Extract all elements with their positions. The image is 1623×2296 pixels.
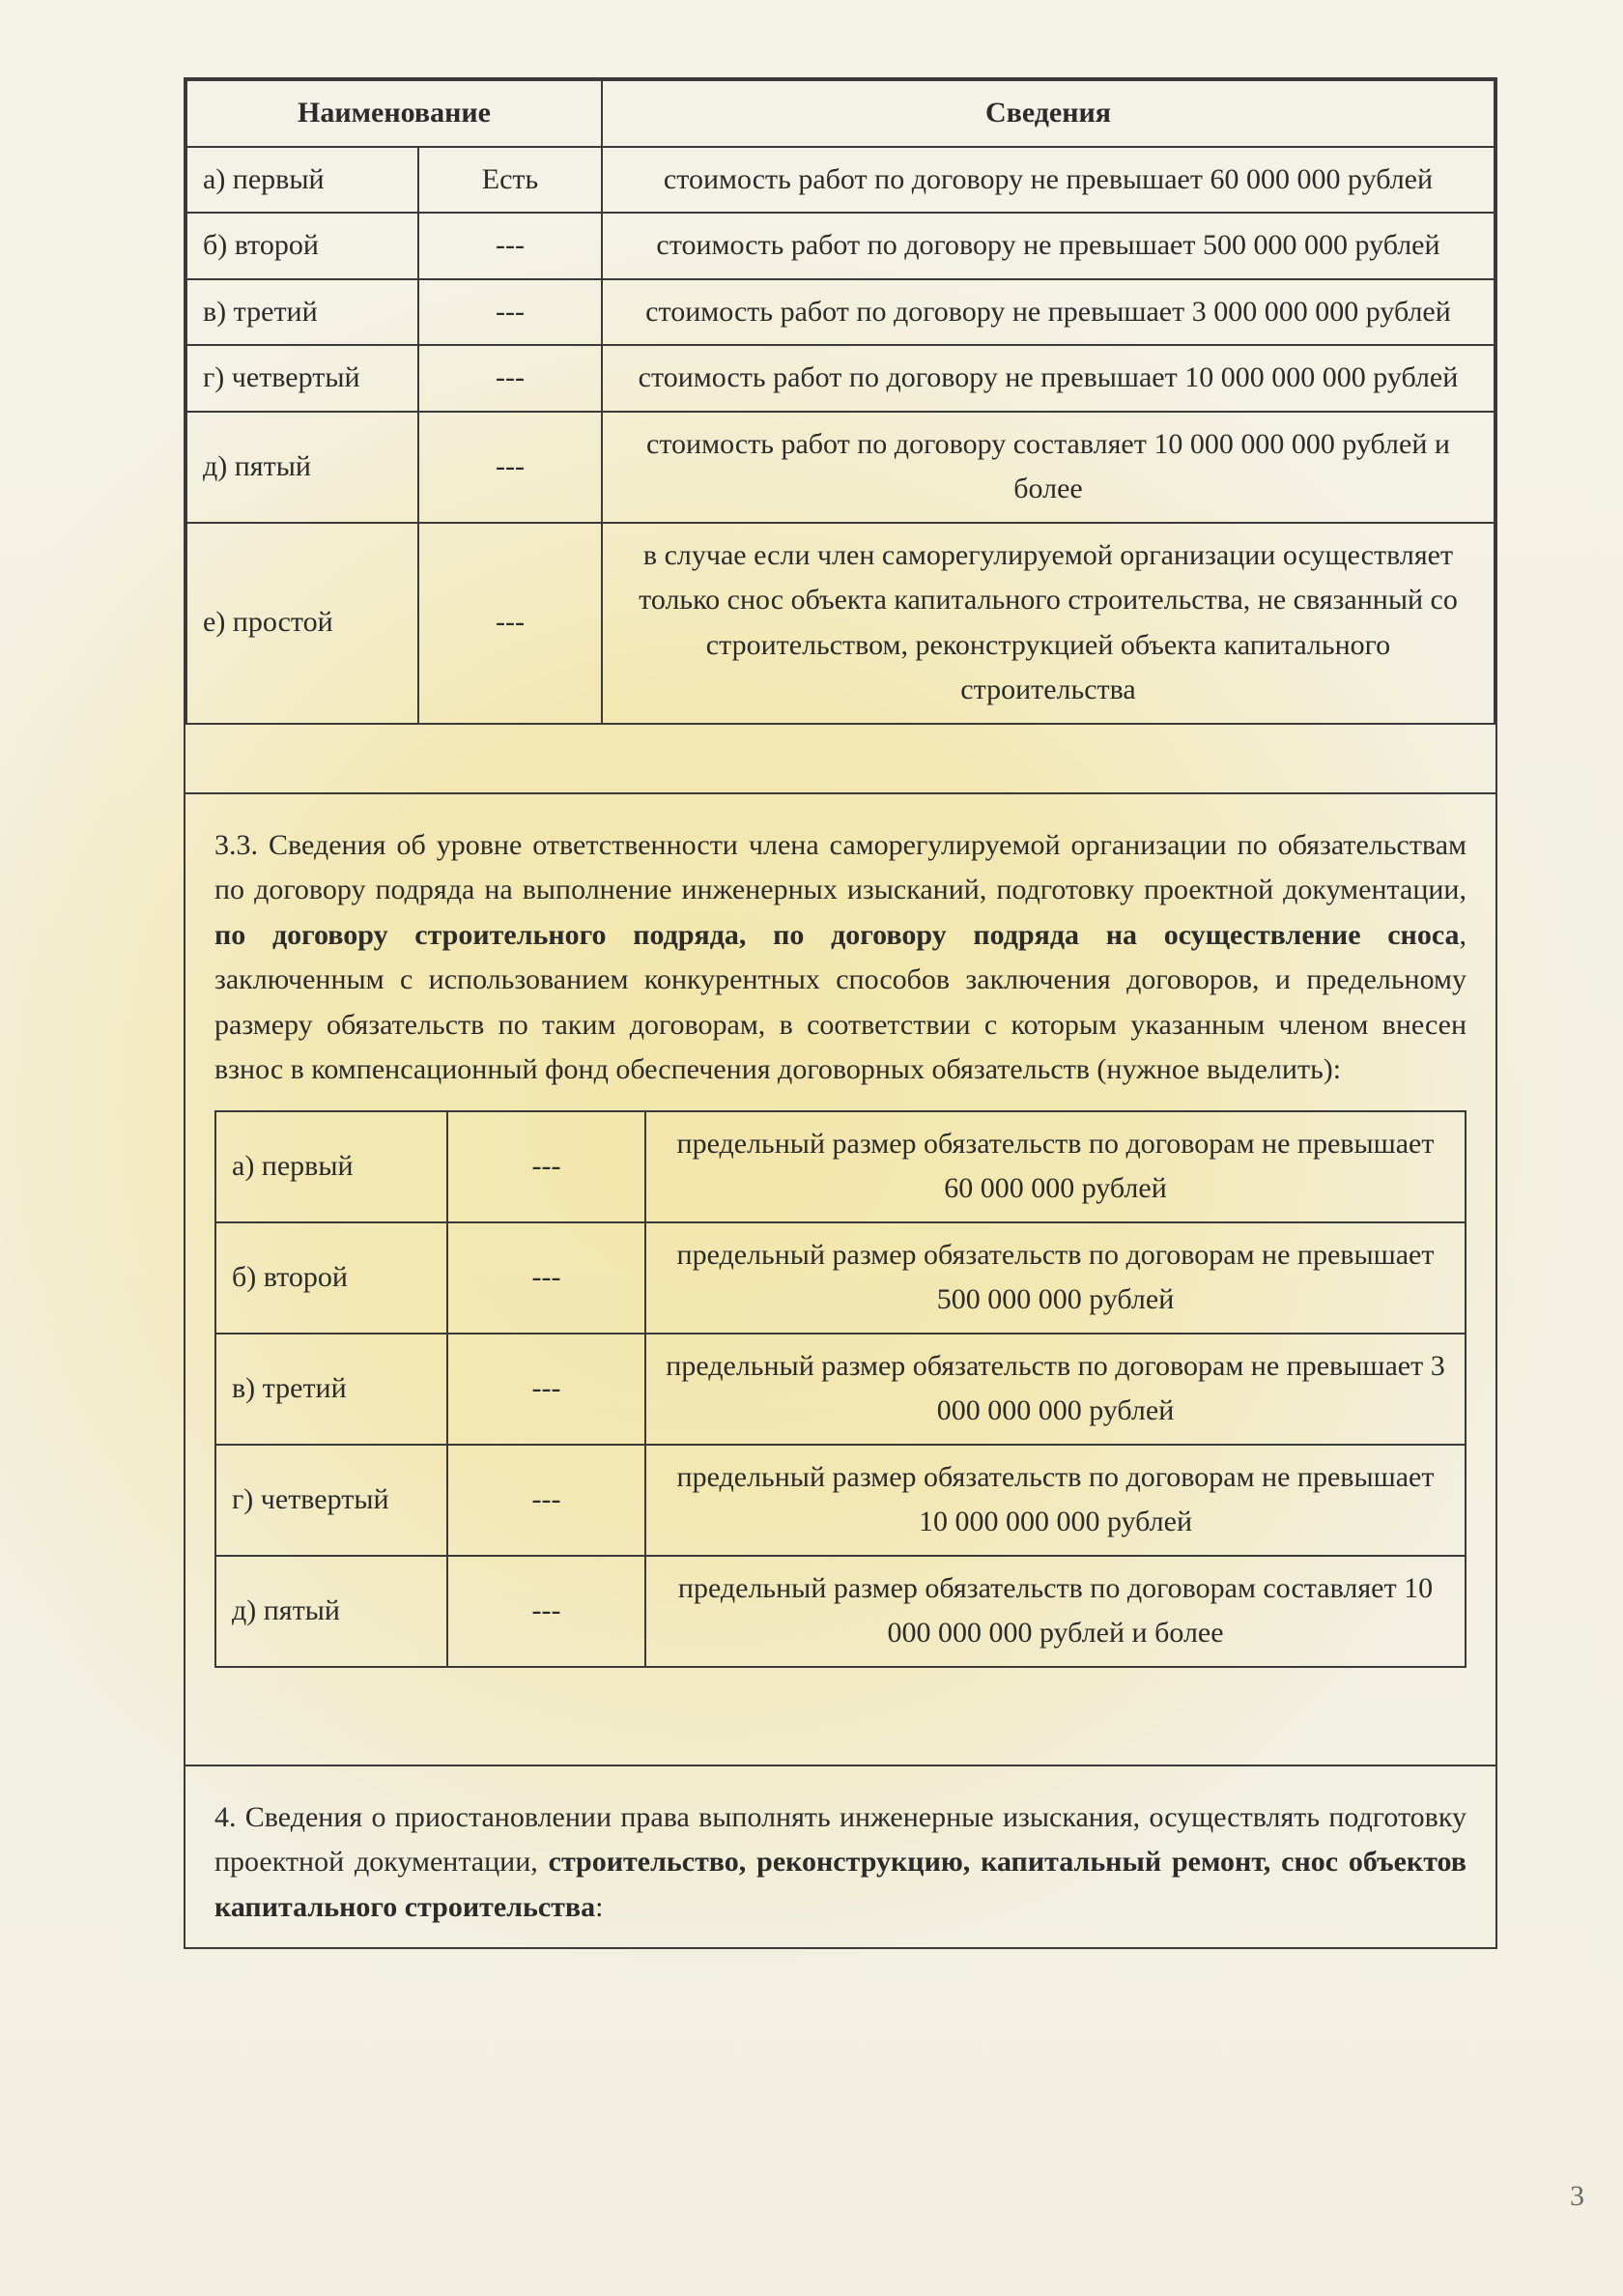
level-description: стоимость работ по договору не превышает… <box>602 279 1495 346</box>
text-run: : <box>595 1891 603 1923</box>
level-description: предельный размер обязательств по догово… <box>645 1334 1466 1445</box>
page: Наименование Сведения а) первыйЕстьстоим… <box>0 0 1623 2296</box>
table-levels-2: а) первый---предельный размер обязательс… <box>214 1110 1466 1668</box>
header-info: Сведения <box>602 80 1495 147</box>
document-body: Наименование Сведения а) первыйЕстьстоим… <box>184 77 1497 1949</box>
table-row: д) пятый---предельный размер обязательст… <box>215 1556 1466 1667</box>
level-status: Есть <box>418 147 602 214</box>
level-status: --- <box>418 345 602 412</box>
level-label: е) простой <box>186 523 418 724</box>
table-row: г) четвертый---предельный размер обязате… <box>215 1445 1466 1556</box>
table-header-row: Наименование Сведения <box>186 80 1495 147</box>
table-row: а) первыйЕстьстоимость работ по договору… <box>186 147 1495 214</box>
table-row: а) первый---предельный размер обязательс… <box>215 1111 1466 1222</box>
paragraph-4: 4. Сведения о приостановлении права выпо… <box>185 1766 1495 1948</box>
level-description: в случае если член саморегулируемой орга… <box>602 523 1495 724</box>
level-description: предельный размер обязательств по догово… <box>645 1556 1466 1667</box>
table-row: в) третий---стоимость работ по договору … <box>186 279 1495 346</box>
table-2-wrap: а) первый---предельный размер обязательс… <box>185 1110 1495 1697</box>
level-description: предельный размер обязательств по догово… <box>645 1445 1466 1556</box>
level-label: в) третий <box>186 279 418 346</box>
spacer <box>185 725 1495 792</box>
level-status: --- <box>447 1334 645 1445</box>
level-description: предельный размер обязательств по догово… <box>645 1111 1466 1222</box>
table-row: д) пятый---стоимость работ по договору с… <box>186 412 1495 523</box>
level-description: стоимость работ по договору составляет 1… <box>602 412 1495 523</box>
table-row: б) второй---предельный размер обязательс… <box>215 1222 1466 1334</box>
level-label: г) четвертый <box>215 1445 447 1556</box>
level-label: а) первый <box>215 1111 447 1222</box>
level-status: --- <box>418 279 602 346</box>
level-status: --- <box>418 213 602 279</box>
text-run: по договору строительного подряда, по до… <box>214 919 1460 951</box>
table-levels-1: Наименование Сведения а) первыйЕстьстоим… <box>185 79 1495 725</box>
level-status: --- <box>418 412 602 523</box>
table-row: г) четвертый---стоимость работ по догово… <box>186 345 1495 412</box>
level-description: стоимость работ по договору не превышает… <box>602 147 1495 214</box>
table-row: б) второй---стоимость работ по договору … <box>186 213 1495 279</box>
header-name: Наименование <box>186 80 602 147</box>
table-row: е) простой---в случае если член саморегу… <box>186 523 1495 724</box>
level-label: б) второй <box>215 1222 447 1334</box>
level-label: д) пятый <box>215 1556 447 1667</box>
level-description: предельный размер обязательств по догово… <box>645 1222 1466 1334</box>
level-status: --- <box>447 1222 645 1334</box>
level-label: а) первый <box>186 147 418 214</box>
level-status: --- <box>447 1556 645 1667</box>
page-number: 3 <box>1570 2174 1584 2220</box>
level-description: стоимость работ по договору не превышает… <box>602 213 1495 279</box>
level-label: б) второй <box>186 213 418 279</box>
level-status: --- <box>418 523 602 724</box>
level-label: в) третий <box>215 1334 447 1445</box>
level-status: --- <box>447 1111 645 1222</box>
level-label: д) пятый <box>186 412 418 523</box>
spacer <box>185 1697 1495 1765</box>
paragraph-3-3: 3.3. Сведения об уровне ответственности … <box>185 794 1495 1110</box>
level-description: стоимость работ по договору не превышает… <box>602 345 1495 412</box>
level-label: г) четвертый <box>186 345 418 412</box>
table-row: в) третий---предельный размер обязательс… <box>215 1334 1466 1445</box>
text-run: 3.3. Сведения об уровне ответственности … <box>214 829 1466 906</box>
level-status: --- <box>447 1445 645 1556</box>
